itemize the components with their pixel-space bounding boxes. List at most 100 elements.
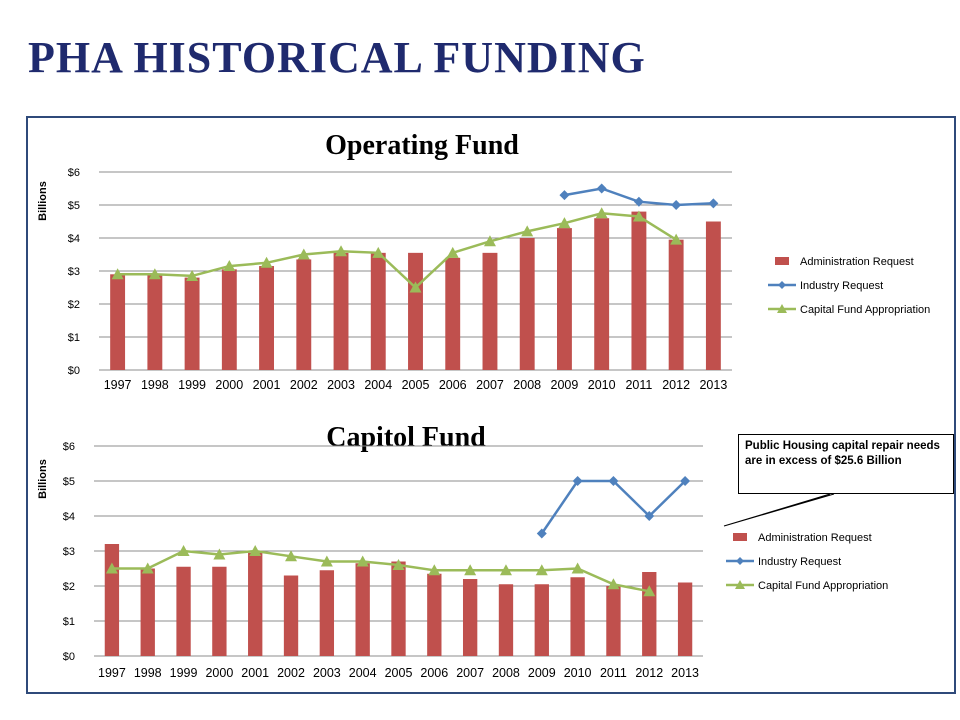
chart2-industry-point (536, 528, 547, 539)
chart2-bar (140, 568, 155, 656)
chart2-xtick: 2002 (277, 666, 305, 680)
chart1-legend-label: Administration Request (800, 256, 914, 268)
chart2-capital-point (213, 548, 226, 560)
chart1-xtick: 2002 (290, 378, 318, 392)
chart2-capital-point (249, 545, 262, 556)
chart2-capital-point (285, 550, 298, 562)
chart1-xtick: 2003 (327, 378, 355, 392)
chart1-industry-point (596, 183, 607, 194)
chart1-capital-point (335, 245, 348, 257)
chart1-xtick: 2000 (215, 378, 243, 392)
chart1-capital-point (111, 268, 124, 280)
chart2-legend-label: Administration Request (758, 532, 872, 544)
chart1-bar (296, 259, 312, 370)
chart2-legend-swatch-admin (733, 533, 747, 541)
chart1-capital-point (521, 225, 534, 237)
chart2-xtick: 2011 (600, 666, 627, 680)
chart1-ytick: $4 (68, 233, 80, 245)
chart1-xtick: 2012 (662, 378, 690, 392)
chart1-xtick: 2010 (588, 378, 616, 392)
chart2-capital-point (320, 555, 333, 567)
chart2-xtick: 2006 (420, 666, 448, 680)
chart1-ytick: $2 (68, 299, 80, 311)
chart1-xtick: 2004 (364, 378, 392, 392)
chart2-legend-label: Industry Request (758, 556, 841, 568)
chart2-ytick: $3 (63, 546, 75, 558)
chart1-bar (705, 221, 721, 370)
chart2-industry-point (644, 511, 655, 521)
chart2-bar (606, 586, 621, 656)
chart2-title: Capitol Fund (326, 422, 486, 453)
chart1-bar (482, 252, 498, 370)
chart2-xtick: 2012 (635, 666, 663, 680)
chart1-xtick: 2007 (476, 378, 504, 392)
chart1-capital-point (372, 246, 385, 258)
chart2-capital-point (464, 564, 477, 576)
page-title: PHA HISTORICAL FUNDING (28, 33, 646, 82)
chart2-xtick: 1999 (170, 666, 198, 680)
chart1-bar (594, 218, 610, 370)
chart2-industry-point (680, 476, 691, 486)
chart2-bar (642, 572, 657, 656)
chart2-ytick: $1 (63, 616, 75, 628)
chart2-xtick: 1997 (98, 666, 126, 680)
chart1-capital-point (446, 246, 459, 258)
chart2-bar (104, 544, 120, 656)
chart2-bar (534, 584, 549, 656)
chart1-industry-point (708, 198, 719, 209)
chart2-ytick: $5 (63, 476, 75, 488)
chart1-legend-label: Capital Fund Appropriation (800, 304, 930, 316)
chart1-ytick: $0 (68, 365, 80, 377)
chart2-bar (427, 573, 442, 656)
chart1-capital-point (223, 260, 236, 272)
chart1-capital-point (260, 256, 273, 268)
chart2-capital-point (141, 562, 154, 574)
chart2-bar (283, 575, 299, 656)
chart1-capital-point (148, 268, 161, 280)
callout-text: Public Housing capital repair needs are … (745, 440, 940, 467)
chart1-bar (668, 239, 684, 370)
chart1-bar (110, 274, 126, 370)
chart2-ytick: $4 (63, 511, 75, 523)
chart2-industry-line (540, 479, 686, 535)
chart1-ytick: $3 (68, 266, 80, 278)
chart2-xtick: 2007 (456, 666, 484, 680)
chart2-capital-point (607, 578, 620, 590)
chart2-xtick: 2009 (528, 666, 556, 680)
callout-box: Public Housing capital repair needs are … (738, 434, 954, 494)
chart1-legend-swatch-admin (775, 257, 789, 265)
chart1-capital-point (186, 269, 199, 281)
chart1-capital-point (595, 207, 608, 219)
chart2-bar (355, 563, 370, 656)
chart2-legend-marker-industry (736, 557, 744, 565)
chart1-industry-point (559, 190, 570, 201)
chart1-bar (408, 252, 423, 370)
chart2-xtick: 2013 (671, 666, 699, 680)
chart2-bar (176, 566, 191, 656)
chart1-capital-point (558, 217, 571, 229)
chart1-bar (370, 252, 386, 370)
chart2-bar (462, 579, 478, 656)
chart2-xtick: 2003 (313, 666, 341, 680)
chart2-bar (212, 566, 227, 656)
chart2-ytick: $2 (63, 581, 75, 593)
chart2-xtick: 2001 (241, 666, 269, 680)
chart1-bar (147, 274, 163, 370)
chart2-capital-point (535, 564, 548, 576)
chart2-xtick: 1998 (134, 666, 162, 680)
chart1-capital-line (117, 212, 677, 290)
chart1-legend-marker-capital (777, 304, 787, 313)
chart1-xtick: 2013 (699, 378, 727, 392)
chart2-capital-point (643, 585, 656, 597)
callout-pointer (723, 493, 835, 527)
chart2-capital-line (111, 549, 650, 593)
chart1-title: Operating Fund (325, 130, 519, 161)
chart1-bar (333, 252, 349, 370)
chart2-ylabel: Billions (37, 459, 49, 499)
chart1-bar (556, 228, 572, 370)
chart2-xtick: 2005 (385, 666, 413, 680)
chart2-capital-point (428, 564, 441, 576)
chart2-industry-point (572, 476, 583, 486)
chart1-capital-point (632, 210, 645, 222)
chart1-bar (445, 257, 461, 370)
